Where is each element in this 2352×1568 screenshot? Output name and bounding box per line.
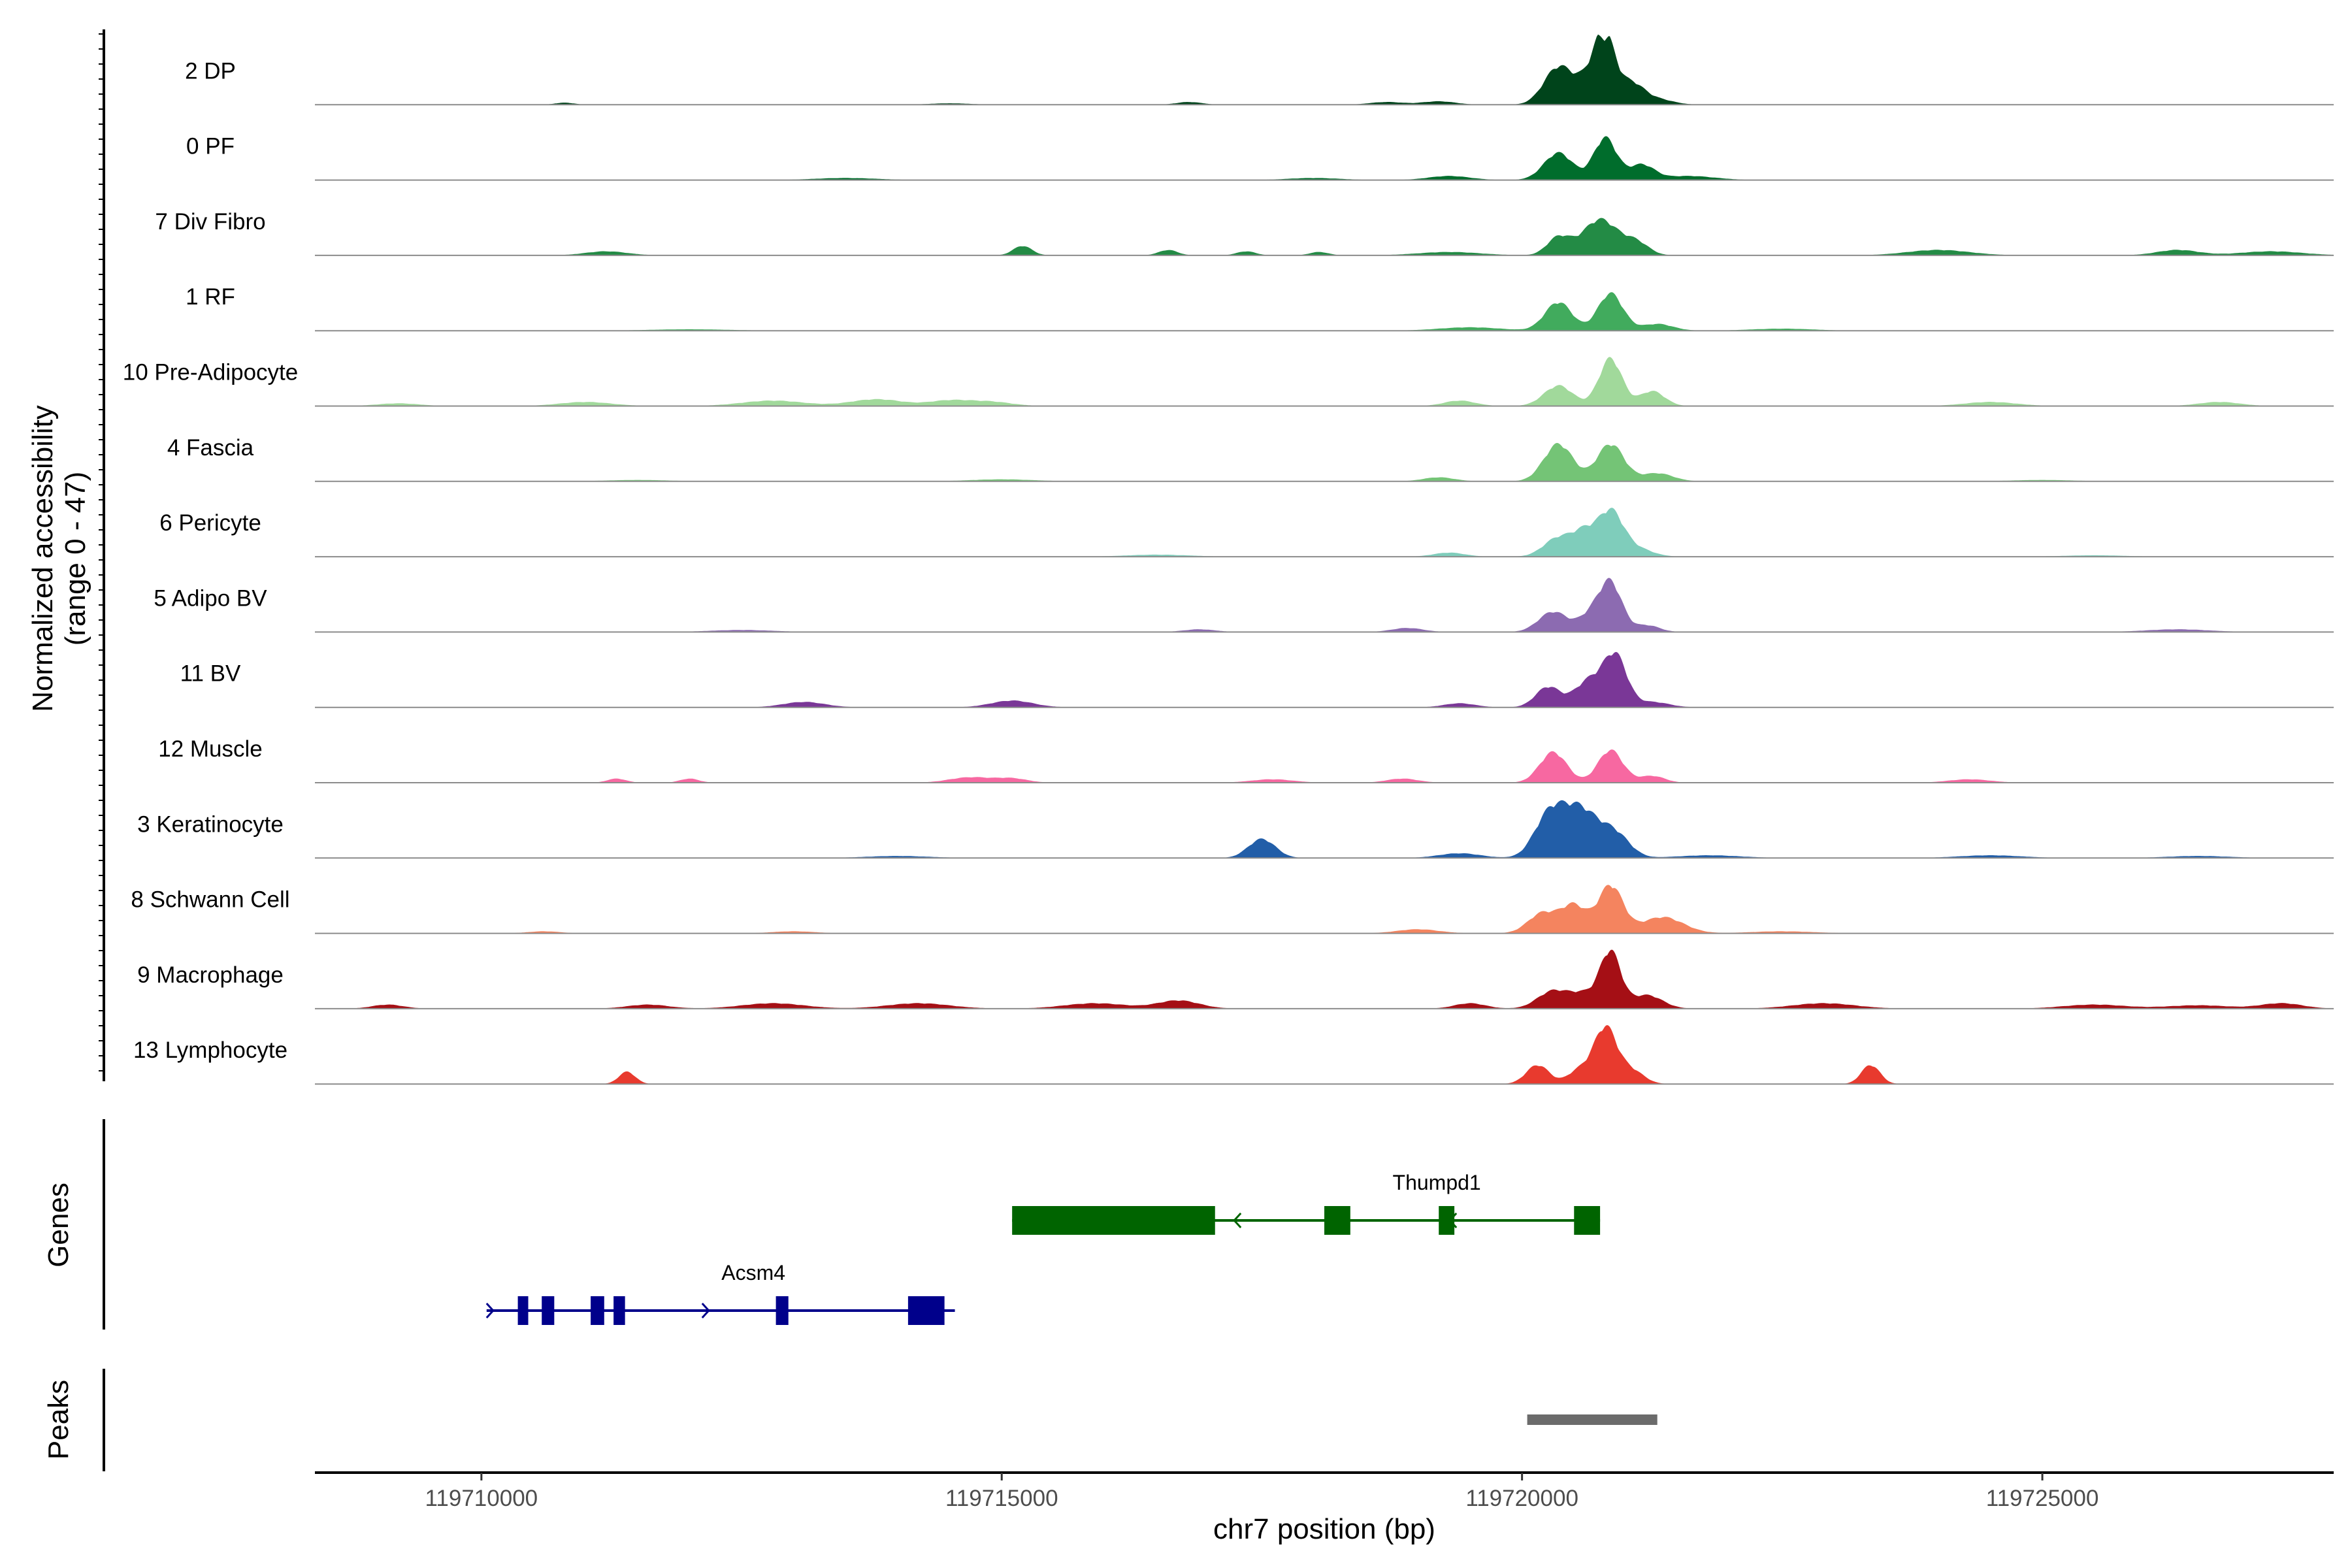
peaks-track-label: Peaks: [42, 1380, 74, 1460]
gene-exon: [1439, 1206, 1455, 1235]
track-label: 3 Keratinocyte: [137, 811, 284, 837]
track-10: 3 Keratinocyte: [137, 800, 2334, 859]
x-tick-label: 119710000: [425, 1486, 538, 1511]
strand-arrow: [1233, 1212, 1242, 1229]
x-tick-label: 119715000: [945, 1486, 1058, 1511]
gene-acsm4: Acsm4: [485, 1261, 955, 1325]
gene-exon: [542, 1296, 555, 1325]
track-label: 13 Lymphocyte: [133, 1037, 287, 1063]
peak-regions: [1527, 1414, 1658, 1425]
track-4: 10 Pre-Adipocyte: [123, 357, 2334, 407]
gene-exon: [907, 1296, 945, 1325]
track-5: 4 Fascia: [167, 435, 2334, 482]
track-12: 9 Macrophage: [137, 949, 2334, 1009]
peak-region: [1527, 1414, 1658, 1425]
track-11: 8 Schwann Cell: [131, 885, 2334, 934]
strand-arrow: [701, 1302, 710, 1319]
gene-exon: [776, 1296, 789, 1325]
gene-exon: [1324, 1206, 1350, 1235]
track-label: 5 Adipo BV: [154, 585, 267, 611]
track-3: 1 RF: [186, 284, 2334, 332]
x-axis-title: chr7 position (bp): [1213, 1513, 1435, 1545]
strand-arrow: [485, 1302, 495, 1319]
track-label: 0 PF: [186, 134, 235, 159]
gene-thumpd1: Thumpd1: [1012, 1171, 1601, 1235]
y-axis-title-line1: Normalized accessibility: [27, 405, 59, 711]
track-label: 11 BV: [180, 661, 241, 687]
track-7: 5 Adipo BV: [154, 578, 2334, 633]
gene-label: Acsm4: [721, 1261, 785, 1284]
coverage-y-axis-ticks: [99, 33, 104, 1071]
track-label: 2 DP: [185, 58, 236, 84]
track-label: 7 Div Fibro: [155, 209, 265, 235]
track-13: 13 Lymphocyte: [133, 1025, 2334, 1085]
x-tick-label: 119725000: [1986, 1486, 2099, 1511]
track-2: 7 Div Fibro: [155, 209, 2334, 256]
track-label: 8 Schwann Cell: [131, 887, 289, 913]
x-axis-ticks: 119710000 119715000 119720000 119725000: [425, 1473, 2099, 1511]
track-label: 9 Macrophage: [137, 962, 284, 988]
track-label: 4 Fascia: [167, 435, 254, 461]
track-0: 2 DP: [185, 34, 2334, 106]
gene-exon: [1574, 1206, 1601, 1235]
track-8: 11 BV: [180, 651, 2334, 708]
track-9: 12 Muscle: [158, 736, 2334, 783]
track-1: 0 PF: [186, 134, 2334, 181]
y-axis-title-line2: (range 0 - 47): [59, 472, 91, 646]
coverage-tracks: 2 DP 0 PF 7 Div Fibro 1 RF 10 Pre-Adipocyte 4…: [123, 34, 2334, 1085]
track-label: 10 Pre-Adipocyte: [123, 360, 298, 385]
gene-exon: [517, 1296, 529, 1325]
genes-track-label: Genes: [42, 1183, 74, 1267]
gene-label: Thumpd1: [1393, 1171, 1481, 1194]
track-label: 1 RF: [186, 284, 235, 310]
track-label: 12 Muscle: [158, 736, 263, 762]
track-6: 6 Pericyte: [159, 508, 2334, 558]
gene-exon: [1012, 1206, 1215, 1235]
gene-exon: [613, 1296, 625, 1325]
gene-models: Acsm4 Thumpd1: [485, 1171, 1601, 1325]
track-label: 6 Pericyte: [159, 510, 261, 536]
x-tick-label: 119720000: [1465, 1486, 1578, 1511]
gene-exon: [591, 1296, 604, 1325]
